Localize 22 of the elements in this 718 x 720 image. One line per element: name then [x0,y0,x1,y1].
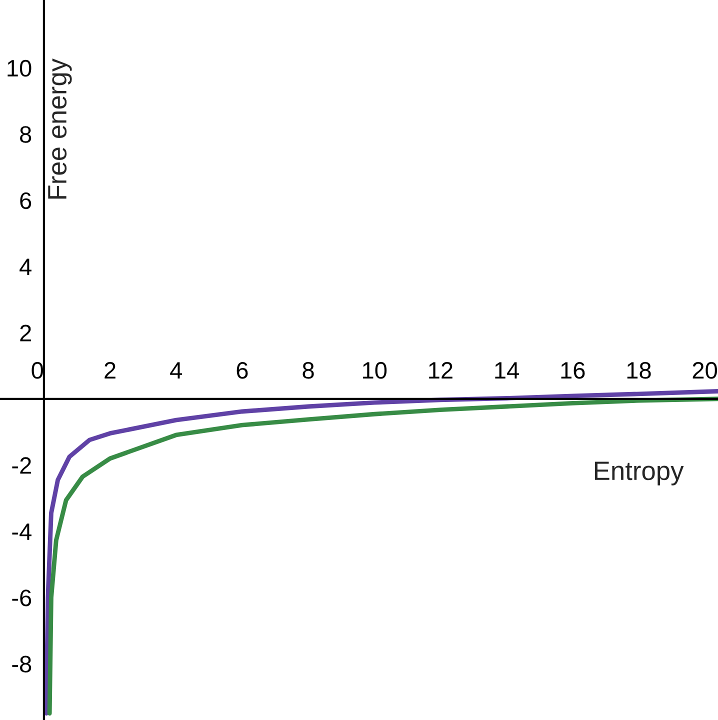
y-tick-label: -8 [12,656,32,673]
x-tick-label: 0 [32,362,44,379]
y-tick-label: -6 [12,590,32,606]
x-tick-label: 16 [561,362,585,379]
y-tick-label: 4 [20,258,32,276]
y-tick-label: 2 [20,324,31,342]
x-tick-label: 20 [692,362,717,379]
y-tick-label: 8 [20,126,32,143]
y-tick-label: 10 [8,60,32,77]
x-tick-label: 18 [627,362,651,379]
y-tick-label: 6 [20,192,32,210]
x-tick-label: 4 [170,362,182,379]
y-axis-title: Free energy [48,58,72,199]
x-tick-label: 12 [429,362,452,379]
x-tick-label: 6 [236,362,248,379]
y-tick-label: -2 [12,457,31,474]
x-tick-label: 2 [104,362,116,379]
x-tick-label: 14 [495,362,519,379]
x-axis-title: Entropy [594,462,684,486]
x-tick-label: 10 [363,362,387,379]
y-tick-label: -4 [12,524,32,540]
x-tick-label: 8 [302,362,314,379]
